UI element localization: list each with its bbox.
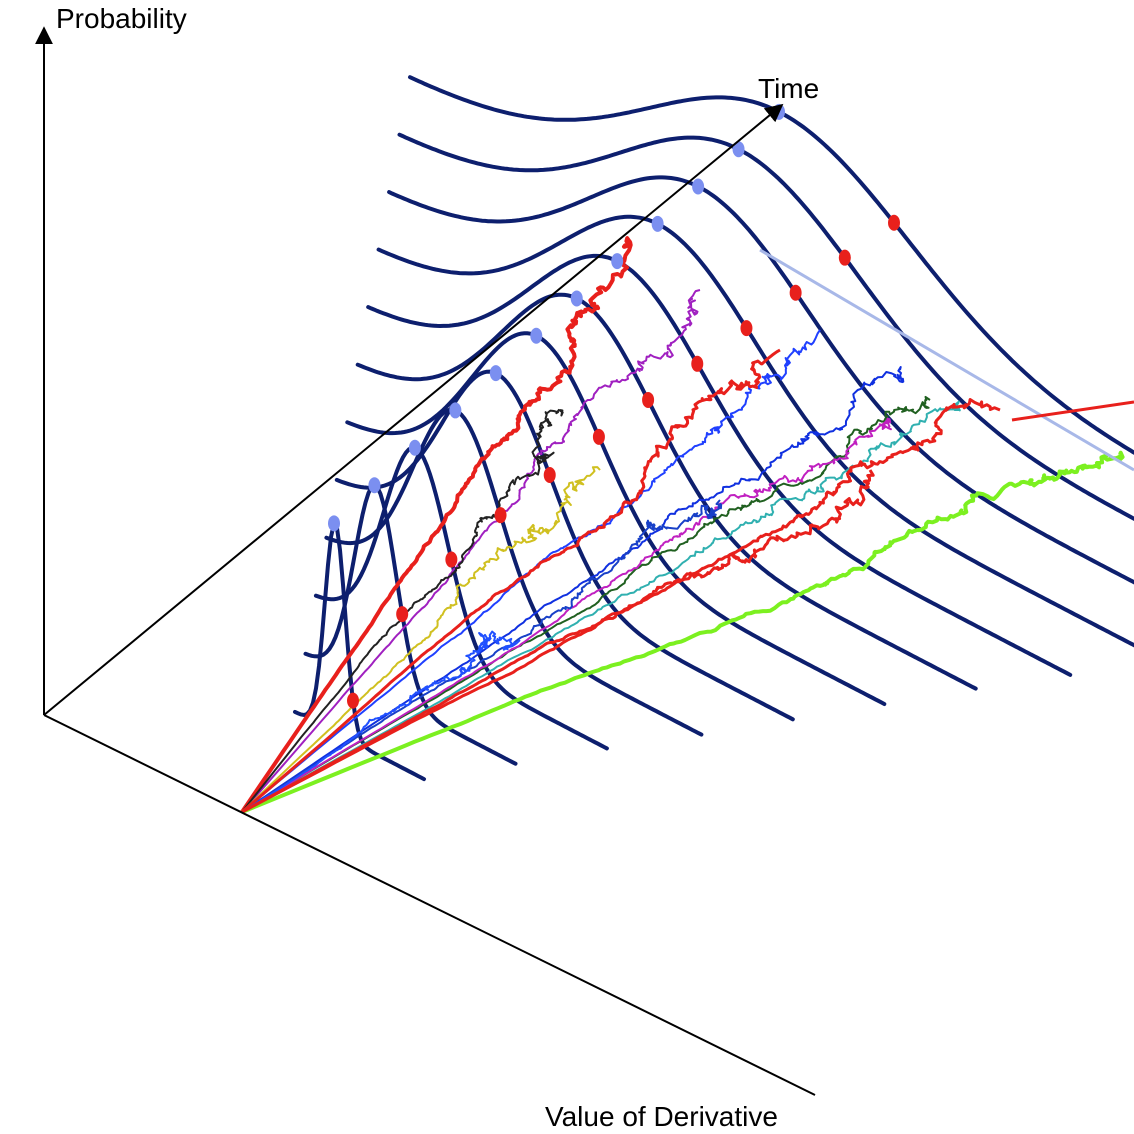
value-dot	[642, 391, 655, 408]
sample-paths	[240, 236, 1125, 814]
value-dot	[789, 284, 802, 301]
density-curve	[397, 132, 1134, 521]
value-dot	[691, 355, 704, 372]
value-axis	[43, 714, 816, 1096]
density-curves	[293, 75, 1134, 782]
sample-path	[241, 400, 961, 813]
mean-dot	[530, 327, 543, 344]
mean-line	[759, 248, 1134, 472]
sample-path	[240, 236, 633, 814]
sample-path	[241, 469, 875, 814]
density-curve	[345, 331, 887, 706]
value-dot	[740, 320, 753, 337]
time-axis	[43, 103, 784, 716]
sample-path	[241, 289, 701, 813]
sample-path	[241, 329, 821, 813]
density-curve	[376, 214, 1134, 648]
density-curve	[366, 253, 1073, 677]
sample-path	[241, 466, 601, 813]
sample-path	[241, 630, 521, 813]
density-curve	[334, 369, 795, 722]
mean-dot	[328, 515, 340, 532]
value-dot	[494, 507, 507, 524]
sample-path	[241, 398, 1001, 814]
mean-dot	[692, 178, 705, 195]
y-axis-label: Probability	[56, 3, 187, 34]
mean-dot	[368, 477, 381, 494]
sample-path	[241, 499, 723, 813]
value-dot	[347, 692, 359, 709]
mean-dot	[449, 402, 462, 419]
density-curve	[387, 175, 1134, 585]
sample-path	[241, 450, 1125, 814]
value-dot	[838, 249, 851, 266]
value-dot	[888, 214, 900, 231]
sample-path	[241, 417, 892, 813]
time-axis-label: Time	[758, 73, 819, 104]
mean-dot	[651, 215, 664, 232]
value-dot	[396, 606, 409, 623]
density-curve	[408, 75, 1134, 455]
mean-dot	[611, 253, 624, 270]
density-curve	[313, 445, 609, 751]
red-line	[1011, 400, 1134, 422]
sample-path	[241, 366, 905, 813]
density-curve	[303, 482, 518, 766]
sample-path	[241, 348, 781, 814]
markers	[328, 103, 900, 709]
x-axis-label: Value of Derivative	[545, 1101, 778, 1132]
mean-dot	[489, 365, 502, 382]
value-dot	[543, 466, 556, 483]
mean-dot	[570, 290, 583, 307]
density-curve	[324, 407, 704, 737]
value-dot	[592, 428, 605, 445]
mean-dot	[408, 439, 421, 456]
value-dot	[445, 551, 458, 568]
density-curve	[355, 292, 978, 691]
sample-path	[241, 408, 564, 813]
mean-dot	[732, 141, 745, 158]
